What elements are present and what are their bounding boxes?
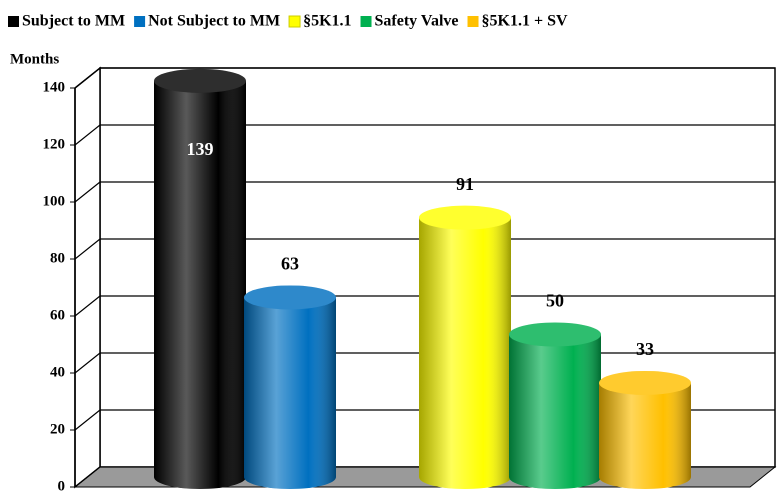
cylinder-top-shade (599, 370, 691, 395)
grid-line (74, 181, 775, 203)
data-label: 50 (546, 291, 564, 311)
bar (244, 285, 336, 489)
y-tick-label: 0 (58, 478, 66, 493)
cylinder-top (154, 68, 246, 93)
bar (599, 370, 691, 489)
cylinder-shade (599, 382, 691, 489)
side-wall (74, 66, 101, 489)
data-label: 91 (456, 174, 474, 194)
legend-label: Subject to MM (22, 13, 125, 30)
y-tick-label: 40 (50, 364, 65, 380)
legend-swatch (8, 16, 19, 27)
cylinder-top-shade (154, 68, 246, 93)
legend-label: Safety Valve (375, 13, 459, 30)
legend-label: Not Subject to MM (148, 13, 280, 30)
cylinder-top-shade (244, 285, 336, 310)
cylinder-shade (244, 297, 336, 489)
legend-swatch (288, 15, 301, 28)
data-label: 33 (636, 339, 654, 359)
y-tick-label: 60 (50, 307, 65, 323)
cylinder-top-shade (509, 322, 601, 347)
y-tick-label: 120 (43, 136, 66, 152)
y-tick-label: 140 (43, 79, 66, 95)
bar (509, 322, 601, 489)
legend-swatch (134, 16, 146, 27)
bar (154, 68, 246, 489)
cylinder-shade (509, 334, 601, 489)
grid-line (74, 67, 775, 89)
legend-label: §5K1.1 (303, 13, 351, 30)
cylinder-top (244, 285, 336, 310)
grid-line (74, 295, 775, 317)
bar (419, 205, 511, 489)
cylinder-top (509, 322, 601, 347)
y-tick-label: 100 (43, 193, 66, 209)
cylinder-shade (154, 80, 246, 489)
data-label: 139 (187, 139, 214, 159)
grid-line (74, 124, 775, 146)
legend-swatch (360, 16, 372, 27)
cylinder-top-shade (419, 205, 511, 230)
legend-swatch (467, 16, 479, 27)
y-tick-label: 80 (50, 250, 65, 266)
cylinder-top (599, 370, 691, 395)
grid-line (74, 238, 775, 260)
legend-label: §5K1.1 + SV (482, 13, 568, 30)
data-label: 63 (281, 254, 299, 274)
y-tick-label: 20 (50, 421, 65, 437)
cylinder-shade (419, 217, 511, 489)
y-axis-label: Months (10, 51, 59, 67)
cylinder-top (419, 205, 511, 230)
